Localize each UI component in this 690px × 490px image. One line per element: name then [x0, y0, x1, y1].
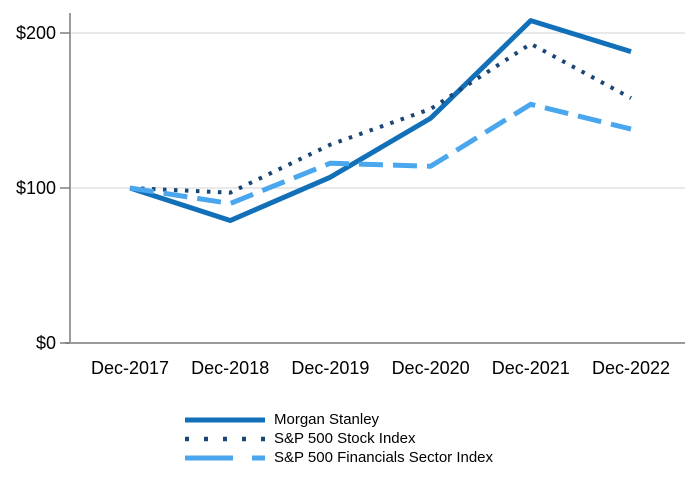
series-line-morgan-stanley [129, 18, 632, 224]
series-line-s-p-500-financials-sector-index [129, 101, 632, 206]
dashed-line-swatch-icon [185, 455, 265, 460]
x-tick-label-dec-2017: Dec-2017 [91, 358, 169, 378]
x-tick-label-dec-2021: Dec-2021 [492, 358, 570, 378]
legend-item-morgan-stanley: Morgan Stanley [185, 410, 493, 429]
x-tick-label-dec-2019: Dec-2019 [291, 358, 369, 378]
x-tick-label-dec-2022: Dec-2022 [592, 358, 670, 378]
x-tick-label-dec-2018: Dec-2018 [191, 358, 269, 378]
y-tick-label-100: $100 [16, 178, 56, 198]
legend-label-sp500-financials-sector-index: S&P 500 Financials Sector Index [274, 449, 494, 466]
legend-item-sp500-financials-sector-index: S&P 500 Financials Sector Index [185, 448, 493, 467]
legend-item-sp500-stock-index: S&P 500 Stock Index [185, 429, 493, 448]
series-line-s-p-500-stock-index [129, 41, 632, 195]
y-tick-label-200: $200 [16, 23, 56, 43]
solid-line-swatch-icon [185, 417, 265, 422]
chart-legend: Morgan Stanley S&P 500 Stock Index S&P 5… [185, 410, 493, 467]
legend-label-morgan-stanley: Morgan Stanley [274, 411, 380, 428]
legend-label-sp500-stock-index: S&P 500 Stock Index [274, 430, 416, 447]
dotted-line-swatch-icon [185, 436, 265, 441]
y-tick-label-0: $0 [36, 333, 56, 353]
x-tick-label-dec-2020: Dec-2020 [392, 358, 470, 378]
